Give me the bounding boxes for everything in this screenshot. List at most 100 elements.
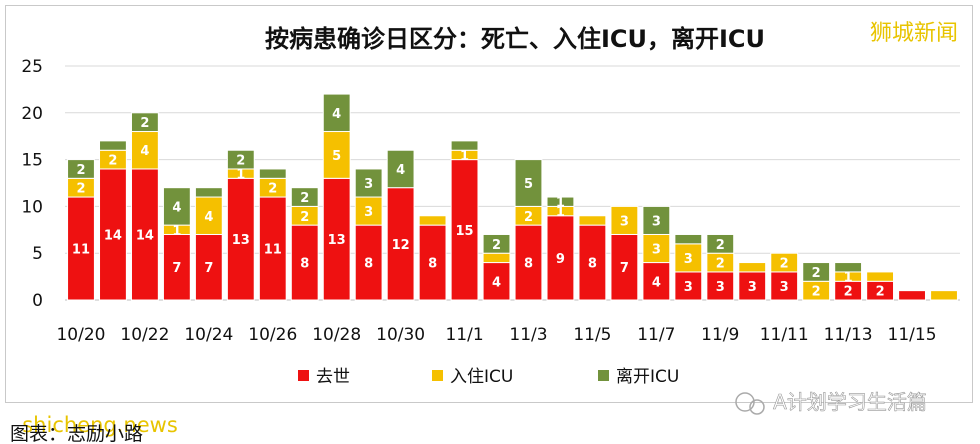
figure-caption: 图表：志励小路 <box>10 423 143 444</box>
bar-segment <box>194 187 223 198</box>
data-label: 7 <box>172 261 181 276</box>
data-label: 8 <box>428 257 437 272</box>
bar-segment <box>738 262 767 273</box>
bar-segment <box>898 290 926 301</box>
bar-segment <box>482 262 511 301</box>
bar-segment <box>770 252 799 273</box>
data-label: 2 <box>716 257 725 272</box>
data-label: 2 <box>140 116 149 131</box>
x-tick-label: 10/30 <box>376 325 425 345</box>
bar-segment <box>450 140 479 151</box>
data-label: 15 <box>456 224 474 239</box>
bar-segment <box>290 187 319 207</box>
data-label: 2 <box>300 191 309 206</box>
bar-segment <box>290 224 319 301</box>
bar-segment <box>322 131 351 179</box>
chart-title: 按病患确诊日区分：死亡、入住ICU，离开ICU <box>265 25 765 53</box>
bar-segment <box>258 168 287 179</box>
data-label: 4 <box>396 163 405 178</box>
bar-segment <box>418 215 447 226</box>
bar-segment <box>578 215 607 226</box>
x-tick-label: 11/5 <box>573 325 611 345</box>
data-label: 2 <box>492 238 501 253</box>
data-label: 3 <box>684 280 693 295</box>
bar-segment <box>482 233 511 254</box>
data-label: 4 <box>140 144 149 159</box>
bar-segment <box>226 177 255 301</box>
bar-segment <box>162 187 191 226</box>
data-label: 8 <box>588 257 597 272</box>
data-label: 3 <box>652 243 661 258</box>
account-name: A计划学习生活篇 <box>773 390 927 414</box>
bar-segment <box>610 205 639 235</box>
data-label: 11 <box>72 243 90 258</box>
x-tick-label: 10/22 <box>120 325 169 345</box>
x-tick-label: 11/11 <box>760 325 809 345</box>
brand-watermark: 狮城新闻 <box>870 21 958 46</box>
legend-swatch <box>598 370 609 381</box>
data-label: 3 <box>748 280 757 295</box>
bar-segment <box>194 196 223 235</box>
data-label: 5 <box>332 149 341 164</box>
bar-segment <box>130 168 159 301</box>
bar-segment <box>130 131 159 170</box>
y-tick-label: 25 <box>21 57 43 77</box>
y-tick-label: 0 <box>32 291 43 311</box>
bar-segment <box>226 149 255 170</box>
bar-segment <box>802 262 831 282</box>
bar-segment <box>130 112 159 133</box>
bar-segment <box>322 177 351 301</box>
data-label: 4 <box>172 200 181 215</box>
account-watermark: A计划学习生活篇 <box>735 390 927 415</box>
data-label: 2 <box>812 266 821 281</box>
data-label: 3 <box>780 280 789 295</box>
legend-swatch <box>298 370 309 381</box>
bar-segment <box>866 271 895 282</box>
x-tick-label: 11/13 <box>824 325 873 345</box>
data-label: 2 <box>812 285 821 300</box>
bar-segment <box>322 93 351 133</box>
data-label: 14 <box>136 228 154 243</box>
data-label: 7 <box>620 261 629 276</box>
bar-segment <box>546 196 575 207</box>
data-label: 2 <box>780 257 789 272</box>
x-tick-label: 10/20 <box>56 325 105 345</box>
legend-label: 入住ICU <box>450 367 513 387</box>
bar-segment <box>99 140 127 151</box>
x-tick-label: 10/26 <box>248 325 297 345</box>
bar-segment <box>386 187 415 301</box>
data-label: 8 <box>300 257 309 272</box>
wechat-icon-secondary <box>749 399 765 415</box>
bar-segment <box>706 271 735 301</box>
data-label: 2 <box>524 210 533 225</box>
legend-label: 去世 <box>316 367 350 387</box>
y-tick-label: 20 <box>21 104 43 124</box>
data-label: 2 <box>716 238 725 253</box>
bar-segment <box>418 224 447 301</box>
data-label: 7 <box>204 261 213 276</box>
data-label: 2 <box>876 285 885 300</box>
legend-swatch <box>432 370 443 381</box>
data-label: 3 <box>652 214 661 229</box>
x-tick-label: 11/1 <box>445 325 483 345</box>
data-label: 1 <box>172 224 181 239</box>
data-label: 8 <box>524 257 533 272</box>
x-axis: 10/20 10/22 10/24 10/26 10/28 10/30 11/1 11/3 11… <box>56 325 936 345</box>
data-label: 1 <box>236 168 245 183</box>
data-label: 4 <box>492 275 501 290</box>
data-label: 4 <box>652 275 661 290</box>
bar-segment <box>67 196 95 301</box>
x-tick-label: 11/3 <box>509 325 547 345</box>
bar-segment <box>194 233 223 301</box>
data-label: 2 <box>108 154 117 169</box>
data-label: 4 <box>204 210 213 225</box>
data-label: 8 <box>364 257 373 272</box>
legend: 去世 入住ICU 离开ICU <box>298 367 679 387</box>
bar-segment <box>610 233 639 301</box>
bar-segment <box>546 215 575 301</box>
data-label: 3 <box>364 177 373 192</box>
data-label: 1 <box>460 149 469 164</box>
data-label: 9 <box>556 252 565 267</box>
site-watermark: shicheng.news <box>22 413 178 437</box>
